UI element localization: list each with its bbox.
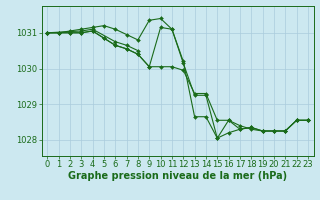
X-axis label: Graphe pression niveau de la mer (hPa): Graphe pression niveau de la mer (hPa) xyxy=(68,171,287,181)
